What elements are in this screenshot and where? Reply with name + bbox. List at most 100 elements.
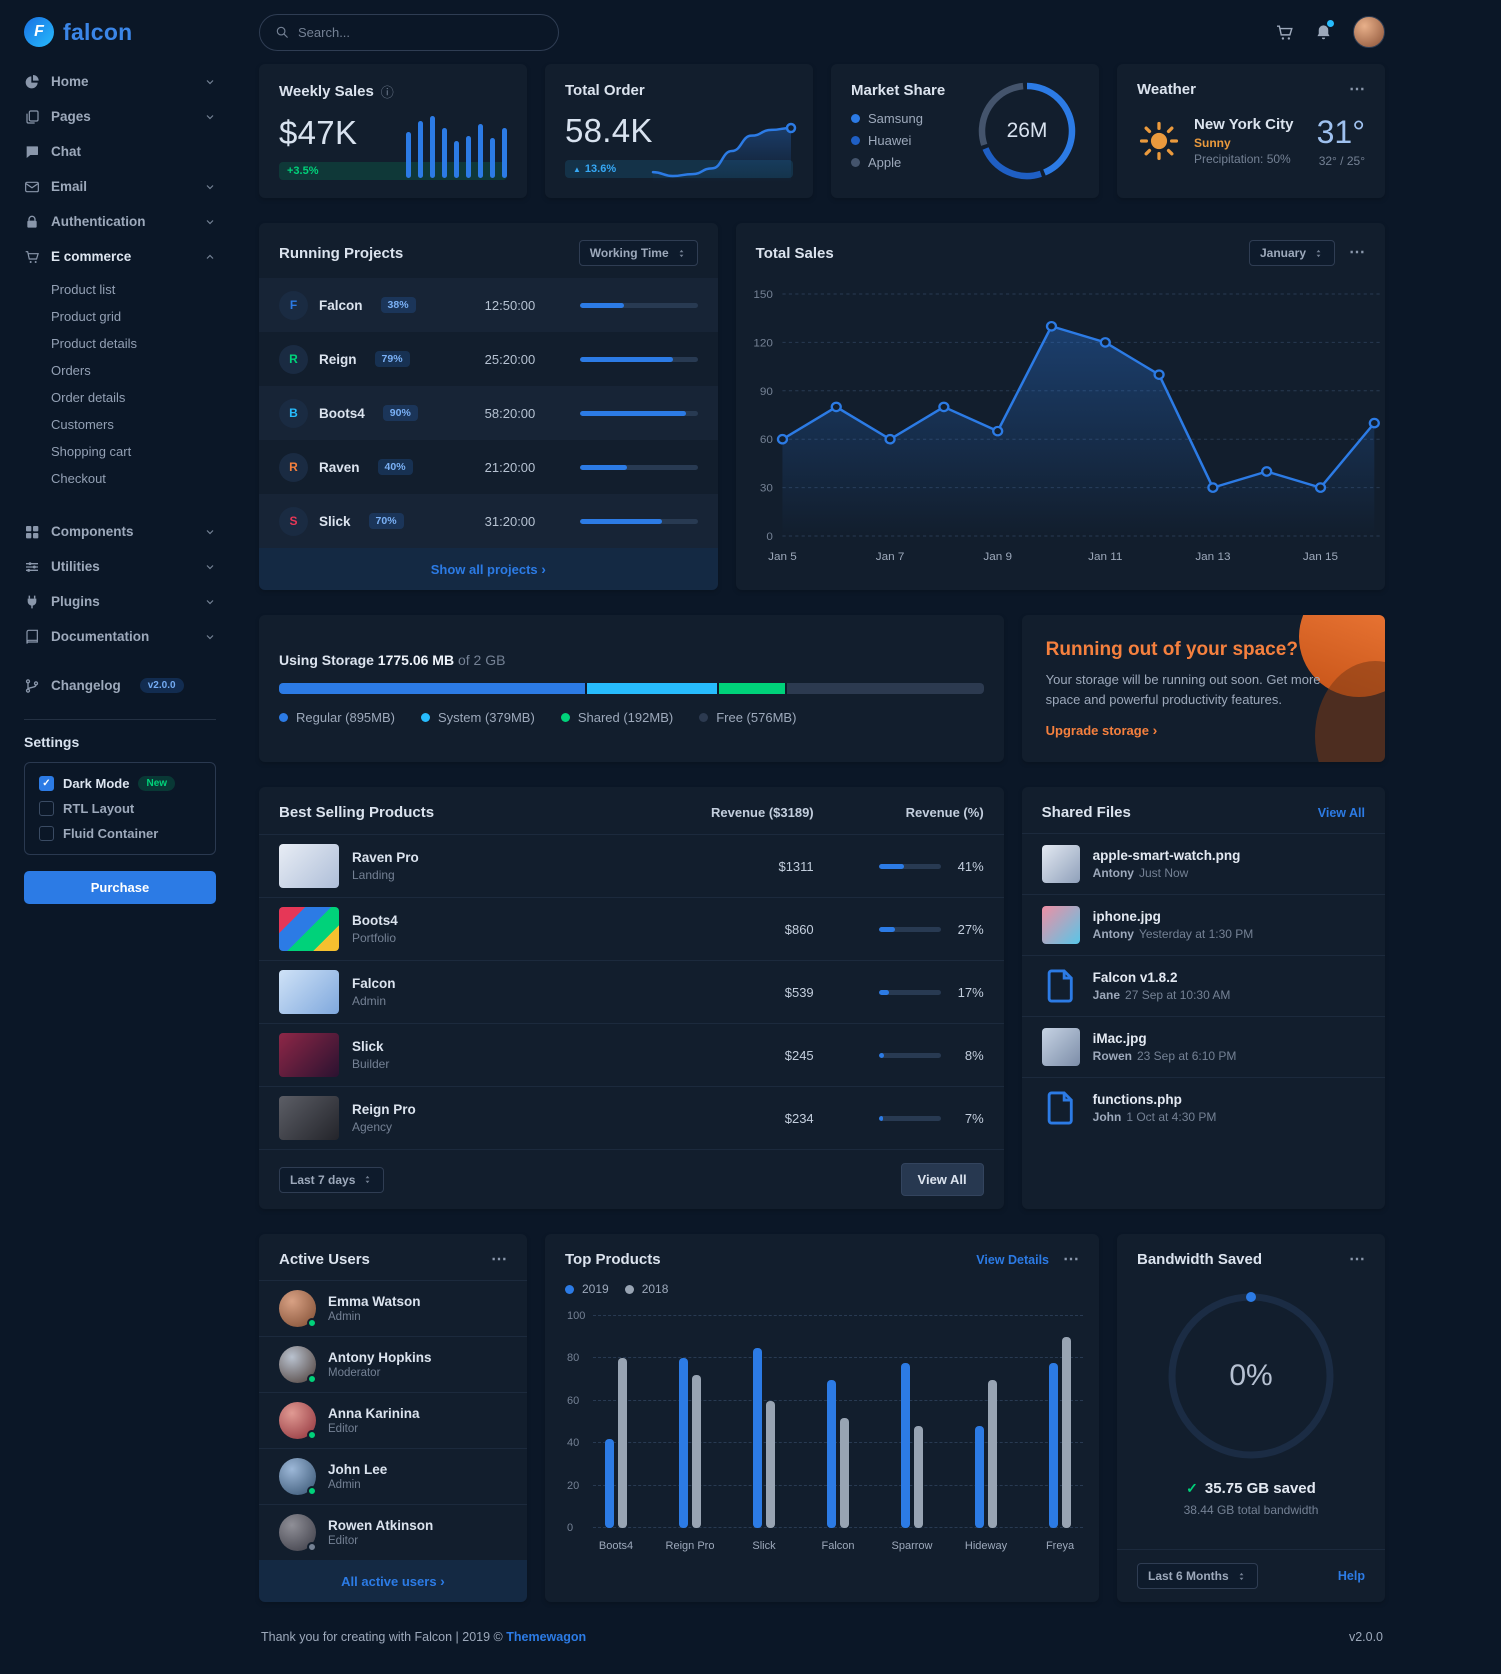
sidebar-item-chat[interactable]: Chat (24, 134, 216, 169)
sidebar-item-order-details[interactable]: Order details (51, 390, 126, 405)
project-row: F Falcon 38% 12:50:00 (259, 278, 718, 332)
product-name[interactable]: Raven Pro (352, 850, 419, 865)
file-user: Rowen (1092, 1049, 1132, 1063)
project-name[interactable]: Raven (319, 459, 360, 475)
upgrade-storage-link[interactable]: Upgrade storage › (1045, 722, 1158, 738)
search-input[interactable] (298, 24, 543, 40)
sidebar-item-authentication[interactable]: Authentication (24, 204, 216, 239)
project-name[interactable]: Reign (319, 351, 357, 367)
chevron-down-icon (204, 76, 216, 88)
legend-dot (699, 713, 709, 722)
sidebar-item-orders[interactable]: Orders (51, 363, 91, 378)
checkbox-checked-icon: ✓ (39, 776, 54, 791)
product-name[interactable]: Reign Pro (352, 1102, 416, 1117)
show-all-projects-link[interactable]: Show all projects › (259, 548, 718, 590)
month-select[interactable]: January (1248, 240, 1335, 266)
total-order-line-chart (651, 122, 797, 182)
product-percent: 17% (957, 984, 984, 1000)
sidebar-item-label: Components (51, 524, 134, 539)
weather-menu-button[interactable]: ⋯ (1349, 80, 1365, 98)
total-sales-card: Total Sales January ⋯ (735, 223, 1385, 590)
checkbox-unchecked-icon (39, 826, 54, 841)
shared-files-view-all-link[interactable]: View All (1317, 805, 1365, 820)
dashboard-grid: Weekly Sales ⓘ $47K +3.5% Total Order 58… (259, 64, 1385, 1602)
search-box (259, 13, 559, 51)
user-row: Emma Watson Admin (259, 1280, 527, 1336)
file-time: 23 Sep at 6:10 PM (1137, 1049, 1237, 1063)
brand-logo[interactable]: F falcon (24, 0, 216, 64)
user-row: John Lee Admin (259, 1448, 527, 1504)
dark-mode-checkbox[interactable]: ✓ Dark Mode New (39, 776, 201, 791)
view-details-link[interactable]: View Details (976, 1252, 1049, 1267)
sidebar-item-ecommerce[interactable]: E commerce (24, 239, 216, 274)
help-link[interactable]: Help (1337, 1569, 1365, 1583)
total-sales-menu-button[interactable]: ⋯ (1349, 244, 1365, 261)
svg-text:90: 90 (759, 386, 772, 398)
file-row: iphone.jpg Antony Yesterday at 1:30 PM (1021, 894, 1385, 955)
view-all-button[interactable]: View All (900, 1163, 984, 1196)
sidebar-item-email[interactable]: Email (24, 169, 216, 204)
sidebar-item-plugins[interactable]: Plugins (24, 584, 216, 619)
bell-glyph-icon (1314, 23, 1333, 42)
top-products-menu-button[interactable]: ⋯ (1063, 1250, 1079, 1268)
version-badge: v2.0.0 (139, 678, 184, 693)
sidebar-item-label: Chat (51, 144, 81, 159)
rtl-layout-checkbox[interactable]: RTL Layout (39, 801, 201, 816)
project-name[interactable]: Falcon (319, 297, 363, 313)
file-name[interactable]: iMac.jpg (1092, 1031, 1147, 1046)
bell-icon[interactable] (1314, 19, 1334, 42)
sidebar-item-documentation[interactable]: Documentation (24, 619, 216, 654)
last-6-months-select[interactable]: Last 6 Months (1137, 1563, 1258, 1589)
weekly-sales-badge: +3.5% (279, 162, 507, 180)
file-name[interactable]: functions.php (1092, 1092, 1182, 1107)
user-avatar[interactable] (1353, 16, 1385, 48)
weather-body: New York City Sunny Precipitation: 50% 3… (1117, 110, 1385, 186)
sidebar-item-customers[interactable]: Customers (51, 417, 114, 432)
sidebar-item-pages[interactable]: Pages (24, 99, 216, 134)
fluid-container-checkbox[interactable]: Fluid Container (39, 826, 201, 841)
all-active-users-link[interactable]: All active users › (259, 1560, 527, 1602)
project-time: 58:20:00 (484, 405, 536, 421)
working-time-select[interactable]: Working Time (578, 240, 698, 266)
product-name[interactable]: Boots4 (352, 913, 398, 928)
sidebar-item-product-grid[interactable]: Product grid (51, 309, 122, 324)
svg-text:Jan 9: Jan 9 (983, 551, 1012, 563)
sidebar-item-product-list[interactable]: Product list (51, 282, 116, 297)
user-name: Rowen Atkinson (328, 1518, 434, 1533)
user-name: John Lee (328, 1462, 388, 1477)
last-7-days-select[interactable]: Last 7 days (279, 1166, 385, 1193)
file-name[interactable]: apple-smart-watch.png (1092, 848, 1241, 863)
weather-range: 32° / 25° (1318, 154, 1365, 168)
sidebar-item-shopping-cart[interactable]: Shopping cart (51, 444, 132, 459)
bandwidth-menu-button[interactable]: ⋯ (1349, 1250, 1365, 1268)
file-thumbnail (1041, 1028, 1080, 1066)
product-percent: 8% (964, 1047, 984, 1063)
project-name[interactable]: Slick (319, 513, 351, 529)
rtl-layout-label: RTL Layout (63, 801, 135, 816)
legend-dot (279, 713, 288, 722)
sidebar-item-utilities[interactable]: Utilities (24, 549, 216, 584)
sidebar-item-home[interactable]: Home (24, 64, 216, 99)
active-users-menu-button[interactable]: ⋯ (491, 1250, 507, 1268)
file-name[interactable]: iphone.jpg (1092, 909, 1161, 924)
sidebar-nav: Home Pages Chat Email Authentication (24, 64, 216, 703)
project-name[interactable]: Boots4 (319, 405, 365, 421)
user-row: Anna Karinina Editor (259, 1392, 527, 1448)
sidebar-item-product-details[interactable]: Product details (51, 336, 137, 351)
info-icon[interactable]: ⓘ (380, 85, 394, 100)
sidebar-item-label: Authentication (51, 214, 146, 229)
sidebar-item-components[interactable]: Components (24, 514, 216, 549)
sidebar-item-checkout[interactable]: Checkout (51, 471, 106, 486)
purchase-button[interactable]: Purchase (24, 871, 216, 904)
product-name[interactable]: Slick (352, 1039, 384, 1054)
themewagon-link[interactable]: Themewagon (506, 1630, 587, 1644)
cart-icon[interactable] (1275, 23, 1294, 42)
file-name[interactable]: Falcon v1.8.2 (1092, 970, 1178, 985)
product-name[interactable]: Falcon (352, 976, 396, 991)
avatar (279, 1514, 317, 1552)
sidebar-item-changelog[interactable]: Changelog v2.0.0 (24, 668, 216, 703)
lock-icon (24, 214, 40, 230)
main-content: Weekly Sales ⓘ $47K +3.5% Total Order 58… (240, 0, 1501, 1674)
storage-legend: Regular (895MB) System (379MB) Shared (1… (279, 710, 984, 725)
file-user: Antony (1092, 866, 1134, 880)
